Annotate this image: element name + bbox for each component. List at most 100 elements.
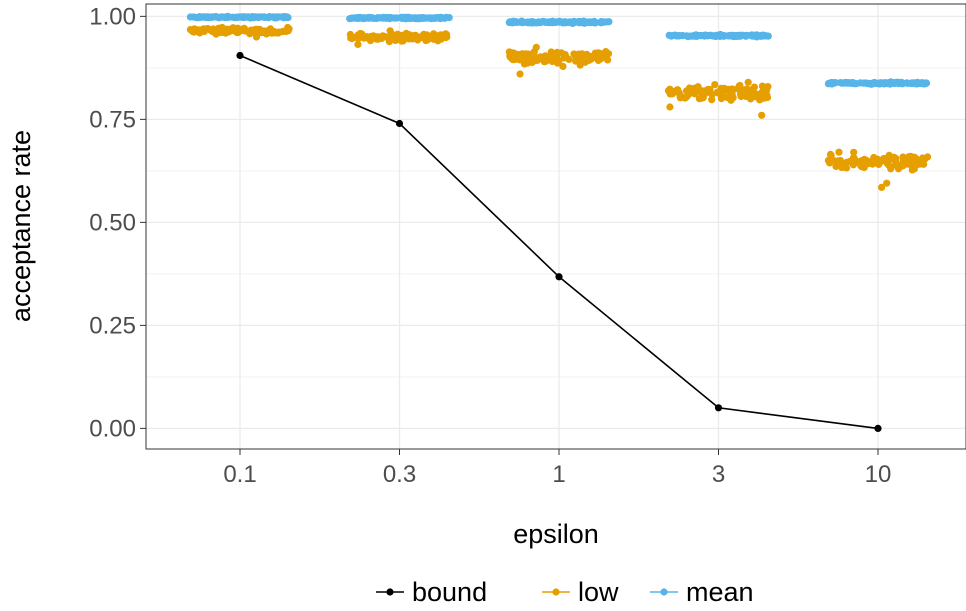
mean-point [409, 14, 417, 22]
low-point [887, 165, 895, 173]
low-point [594, 50, 602, 59]
low-point [851, 158, 860, 166]
low-point [734, 85, 742, 93]
low-point [424, 36, 432, 44]
low-point [417, 33, 426, 41]
mean-point [527, 19, 535, 27]
low-point [835, 148, 843, 156]
low-point [756, 96, 764, 104]
mean-point [539, 18, 547, 26]
mean-point [707, 31, 715, 39]
low-point [826, 150, 835, 158]
low-point [240, 27, 248, 35]
major-gridlines [146, 4, 966, 449]
series-layer [186, 12, 932, 432]
low-point [442, 31, 450, 39]
mean-point [391, 14, 399, 22]
mean-point [434, 13, 442, 22]
low-point [682, 93, 691, 101]
low-point [744, 78, 752, 86]
low-point [559, 62, 567, 70]
bound-point [874, 424, 882, 432]
bound-point [236, 51, 244, 60]
low-point [505, 48, 513, 56]
low-point [890, 153, 898, 161]
low-point [747, 95, 755, 103]
y-axis: 0.00 0.25 0.50 0.75 1.00 [89, 3, 146, 442]
x-tick-label: 10 [865, 461, 892, 488]
series-mean [186, 12, 931, 88]
low-point [881, 155, 889, 163]
low-point [553, 59, 562, 67]
mean-point [605, 18, 613, 26]
bound-point [395, 119, 404, 128]
mean-point [229, 13, 237, 21]
mean-point [379, 14, 387, 22]
mean-point [898, 80, 907, 88]
plot-border [145, 3, 966, 450]
mean-point [749, 32, 757, 40]
mean-point [423, 14, 431, 22]
legend-item-mean: mean [650, 577, 754, 607]
low-point [698, 94, 706, 102]
low-point [212, 27, 220, 35]
mean-point [582, 18, 590, 26]
low-point [843, 158, 851, 166]
low-point [354, 40, 362, 49]
mean-point [282, 13, 290, 21]
low-point [391, 34, 399, 42]
low-point [247, 26, 255, 34]
low-point [532, 43, 540, 51]
y-tick-label: 0.25 [89, 312, 136, 339]
mean-point [222, 13, 230, 21]
low-point [551, 49, 559, 58]
low-point [204, 25, 212, 33]
bound-point [714, 404, 723, 412]
low-point [665, 87, 673, 95]
low-point [875, 157, 883, 165]
low-point [764, 83, 772, 91]
x-axis: 0.1 0.3 1 3 10 [223, 449, 891, 488]
mean-point [356, 14, 364, 22]
legend-key-point [386, 588, 394, 596]
low-point [861, 158, 869, 166]
legend-item-low: low [542, 577, 619, 607]
low-point [406, 31, 414, 39]
low-point [368, 32, 376, 40]
low-point [835, 159, 843, 167]
mean-point [885, 79, 893, 87]
low-point [868, 159, 876, 167]
low-point [602, 51, 610, 59]
mean-point [910, 80, 918, 88]
bound-point [555, 273, 563, 281]
mean-point [852, 79, 860, 88]
y-axis-title: acceptance rate [6, 130, 36, 322]
mean-point [550, 18, 558, 27]
low-point [577, 54, 585, 62]
mean-point [713, 32, 721, 40]
low-point [715, 87, 723, 96]
low-point [516, 70, 524, 78]
low-point [666, 103, 674, 111]
mean-point [878, 79, 886, 87]
low-point [685, 84, 694, 92]
mean-point [244, 13, 252, 21]
low-point [437, 33, 445, 41]
low-point [252, 33, 261, 41]
low-point [594, 56, 603, 65]
mean-point [739, 31, 747, 39]
mean-point [922, 79, 930, 88]
mean-point [198, 13, 206, 21]
low-point [727, 90, 735, 98]
low-point [900, 154, 909, 162]
mean-point [507, 18, 515, 27]
low-point [230, 26, 238, 34]
mean-point [591, 18, 599, 26]
low-point [354, 31, 362, 40]
mean-point [374, 14, 382, 22]
low-point [842, 164, 851, 172]
low-point [522, 51, 530, 60]
low-point [386, 27, 394, 35]
low-point [753, 90, 762, 98]
